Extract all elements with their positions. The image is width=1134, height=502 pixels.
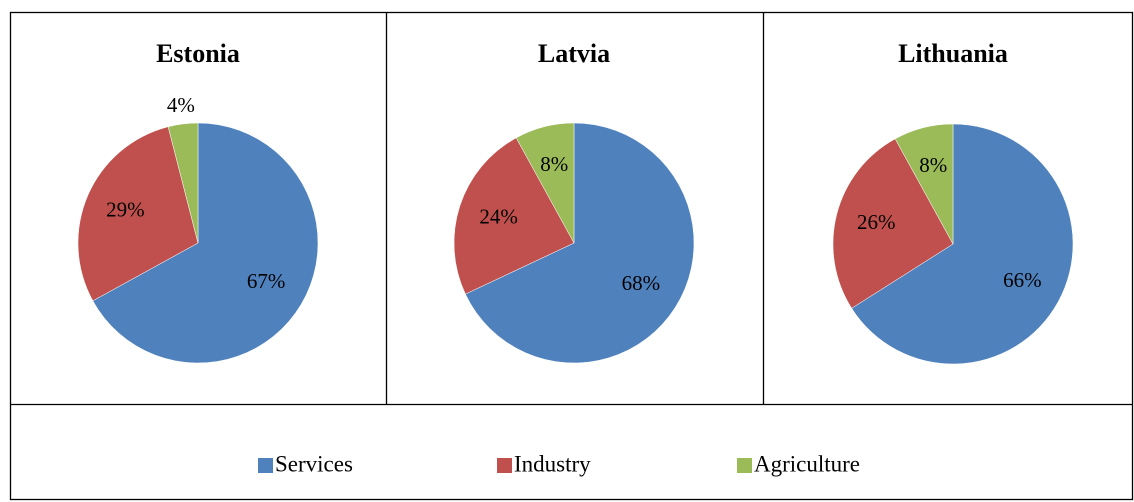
data-label: 68%: [622, 271, 661, 295]
data-label: 67%: [247, 269, 286, 293]
data-label: 4%: [167, 93, 195, 117]
pie-slice: [851, 123, 1074, 365]
data-label: 66%: [1003, 268, 1042, 292]
pie-slice: [832, 138, 954, 309]
pie-slice: [453, 137, 575, 295]
pie-slice: [515, 122, 575, 244]
data-label: 8%: [919, 153, 947, 177]
legend-label: Industry: [514, 451, 591, 476]
pie-slice: [92, 122, 319, 364]
data-label: 8%: [540, 152, 568, 176]
legend-label: Agriculture: [754, 451, 860, 476]
pie-slice: [465, 122, 695, 364]
legend-label: Services: [275, 451, 353, 476]
legend-swatch: [497, 458, 512, 473]
legend-swatch: [737, 458, 752, 473]
legend-swatch: [258, 458, 273, 473]
chart-title: Estonia: [156, 39, 240, 68]
data-label: 29%: [106, 197, 145, 221]
data-label: 26%: [857, 210, 896, 234]
chart-title: Latvia: [538, 39, 610, 68]
pie-slice: [77, 126, 199, 302]
table-border: [9, 11, 1134, 501]
data-label: 24%: [479, 204, 518, 228]
chart-title: Lithuania: [898, 39, 1008, 68]
pie-slice: [894, 123, 954, 245]
pie-slice: [167, 122, 199, 244]
